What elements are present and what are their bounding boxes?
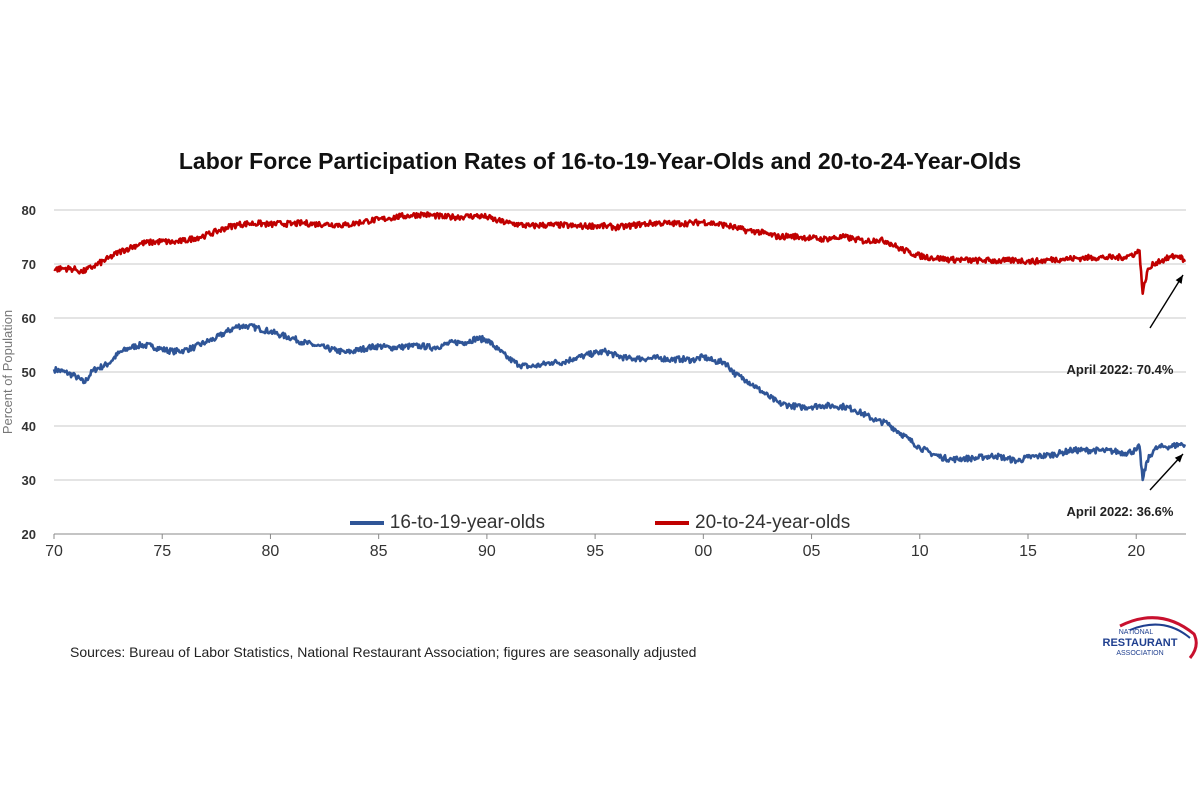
logo-text-restaurant: RESTAURANT: [1103, 637, 1178, 649]
legend-item-20-24: 20-to-24-year-olds: [655, 512, 850, 534]
chart-title: Labor Force Participation Rates of 16-to…: [178, 148, 1022, 174]
x-tick-label-75: 75: [153, 543, 171, 560]
legend: 16-to-19-year-olds 20-to-24-year-olds: [0, 512, 1200, 534]
x-tick-label-10: 10: [911, 543, 929, 560]
x-tick-label-15: 15: [1019, 543, 1037, 560]
legend-label-16-19: 16-to-19-year-olds: [389, 512, 545, 533]
x-tick-label-85: 85: [370, 543, 388, 560]
y-axis-label: Percent of Population: [0, 310, 15, 434]
x-tick-label-00: 00: [694, 543, 712, 560]
legend-swatch-16-19: [349, 521, 384, 525]
annotation-arrowhead-70-4: [1175, 275, 1183, 284]
x-tick-label-95: 95: [586, 543, 604, 560]
y-tick-label-80: 80: [22, 203, 36, 218]
logo-text-national: NATIONAL: [1119, 629, 1154, 636]
annotation-label-36-6: April 2022: 36.6%: [1067, 504, 1174, 519]
series-line-20-24: [53, 211, 1187, 295]
national-restaurant-association-logo: NATIONAL RESTAURANT ASSOCIATION: [1090, 612, 1200, 674]
y-tick-label-70: 70: [22, 257, 36, 272]
y-tick-label-20: 20: [22, 527, 36, 542]
x-tick-label-05: 05: [803, 543, 821, 560]
y-tick-label-30: 30: [22, 473, 36, 488]
x-tick-label-70: 70: [45, 543, 63, 560]
logo-graphic: NATIONAL RESTAURANT ASSOCIATION: [1103, 616, 1198, 659]
annotation-arrowhead-36-6: [1174, 454, 1183, 463]
legend-item-16-19: 16-to-19-year-olds: [349, 512, 545, 534]
y-tick-label-50: 50: [22, 365, 36, 380]
y-tick-label-60: 60: [22, 311, 36, 326]
series-lines: [52, 211, 1187, 482]
source-note: Sources: Bureau of Labor Statistics, Nat…: [70, 644, 697, 660]
x-tick-label-90: 90: [478, 543, 496, 560]
x-tick-label-80: 80: [262, 543, 280, 560]
x-tick-label-20: 20: [1127, 543, 1145, 560]
logo-text-association: ASSOCIATION: [1116, 650, 1163, 657]
y-tick-label-40: 40: [22, 419, 36, 434]
annotations: April 2022: 70.4% April 2022: 36.6%: [1067, 274, 1184, 519]
axes: 20 30 40 50 60 70 80 70 75 80 85 90 95 00 05 10 15 20 Perc…: [0, 203, 1145, 560]
series-line-16-19: [52, 323, 1187, 482]
annotation-label-70-4: April 2022: 70.4%: [1067, 362, 1174, 377]
annotation-arrow-70-4: [1149, 274, 1184, 329]
legend-swatch-20-24: [655, 521, 689, 525]
legend-label-20-24: 20-to-24-year-olds: [695, 512, 851, 533]
